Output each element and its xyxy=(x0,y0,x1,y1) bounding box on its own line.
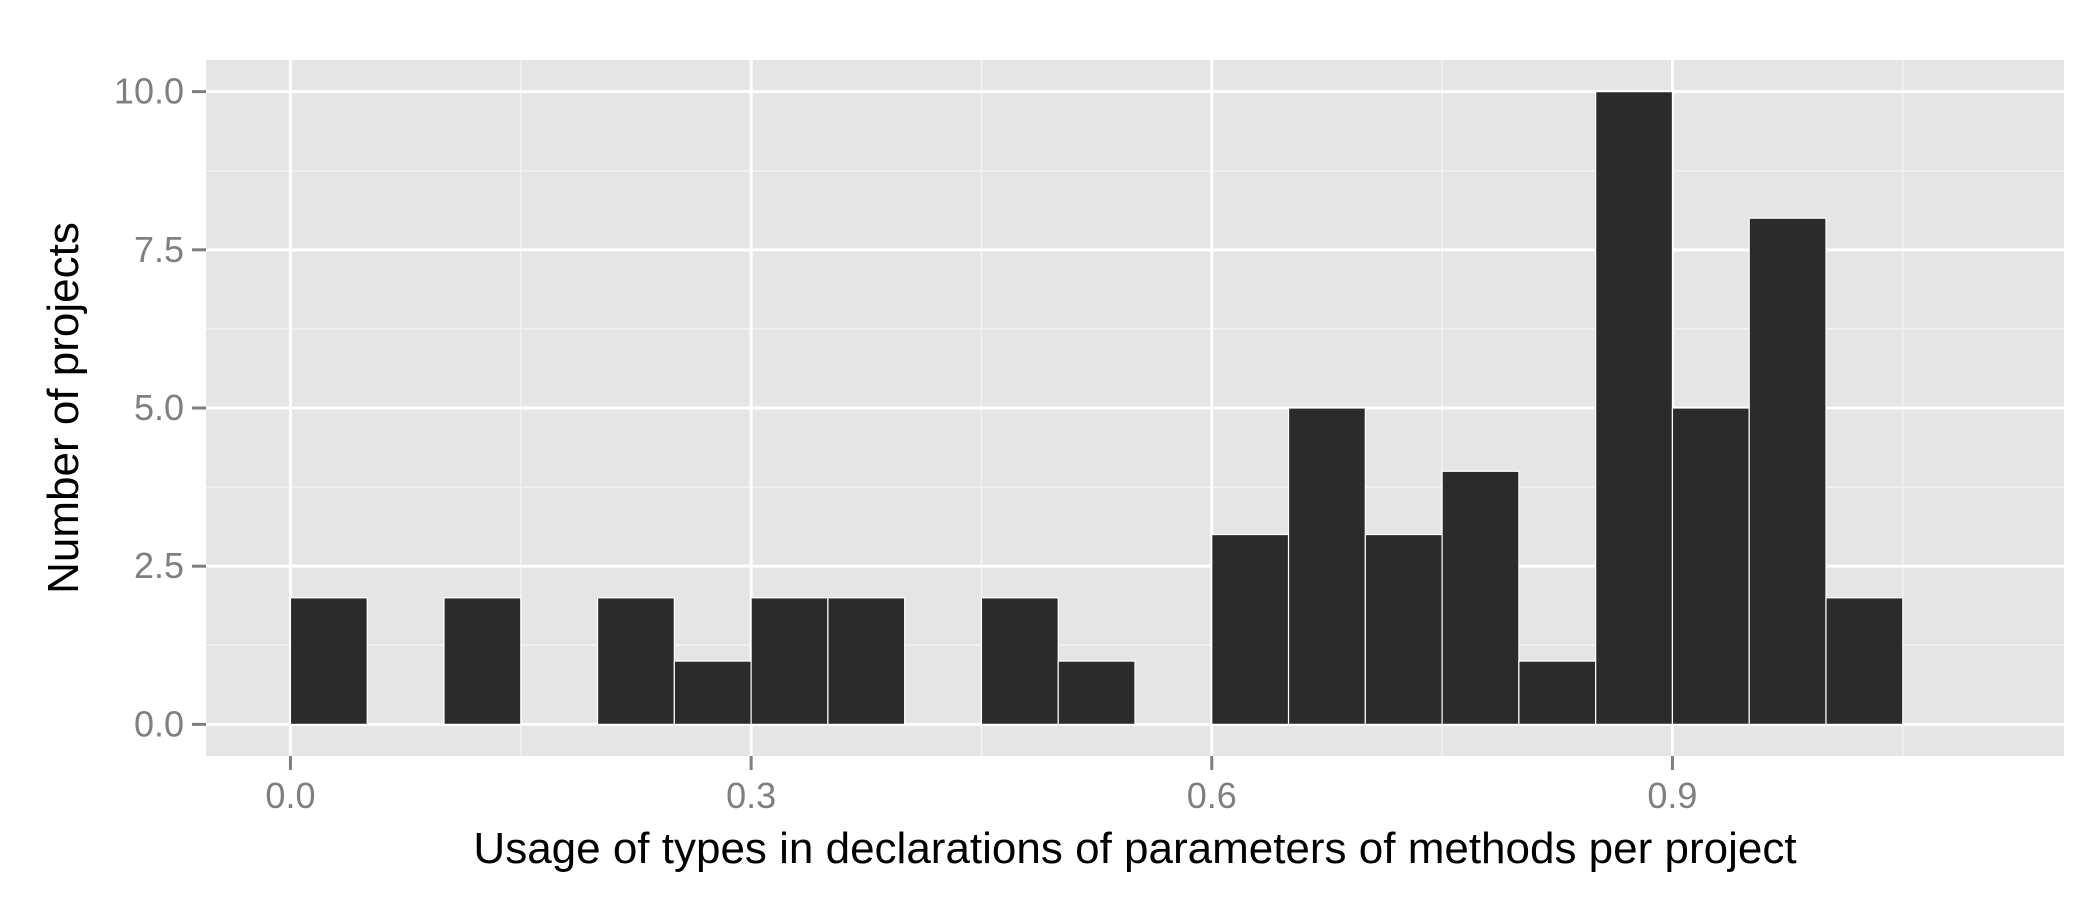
histogram-bar xyxy=(673,660,752,725)
x-tick-label: 0.6 xyxy=(1187,775,1237,816)
histogram-bar xyxy=(980,597,1059,725)
y-tick-label: 2.5 xyxy=(134,545,184,586)
histogram-bar xyxy=(1518,660,1597,725)
histogram-bar xyxy=(289,597,368,725)
y-axis-title: Number of projects xyxy=(39,222,88,594)
histogram-bar xyxy=(1441,470,1520,725)
histogram-bar xyxy=(1057,660,1136,725)
histogram-bar xyxy=(596,597,675,725)
x-tick-label: 0.0 xyxy=(265,775,315,816)
histogram-bar xyxy=(443,597,522,725)
x-tick-label: 0.3 xyxy=(726,775,776,816)
histogram-bar xyxy=(1671,407,1750,725)
histogram-bar xyxy=(1595,91,1674,725)
histogram-bar xyxy=(1364,533,1443,725)
y-tick-label: 0.0 xyxy=(134,703,184,744)
y-tick-label: 10.0 xyxy=(114,71,184,112)
y-axis: 0.0 2.5 5.0 7.5 10.0 xyxy=(114,71,206,744)
histogram-bar xyxy=(1287,407,1366,725)
histogram-bar xyxy=(1748,217,1827,725)
x-tick-label: 0.9 xyxy=(1647,775,1697,816)
histogram-bar xyxy=(1211,533,1290,725)
y-tick-label: 5.0 xyxy=(134,387,184,428)
histogram-bars xyxy=(289,91,1904,725)
y-tick-label: 7.5 xyxy=(134,229,184,270)
histogram-bar xyxy=(1825,597,1904,725)
x-axis: 0.0 0.3 0.6 0.9 xyxy=(265,756,1697,816)
histogram-bar xyxy=(827,597,906,725)
x-axis-title: Usage of types in declarations of parame… xyxy=(473,824,1796,873)
histogram-bar xyxy=(750,597,829,725)
